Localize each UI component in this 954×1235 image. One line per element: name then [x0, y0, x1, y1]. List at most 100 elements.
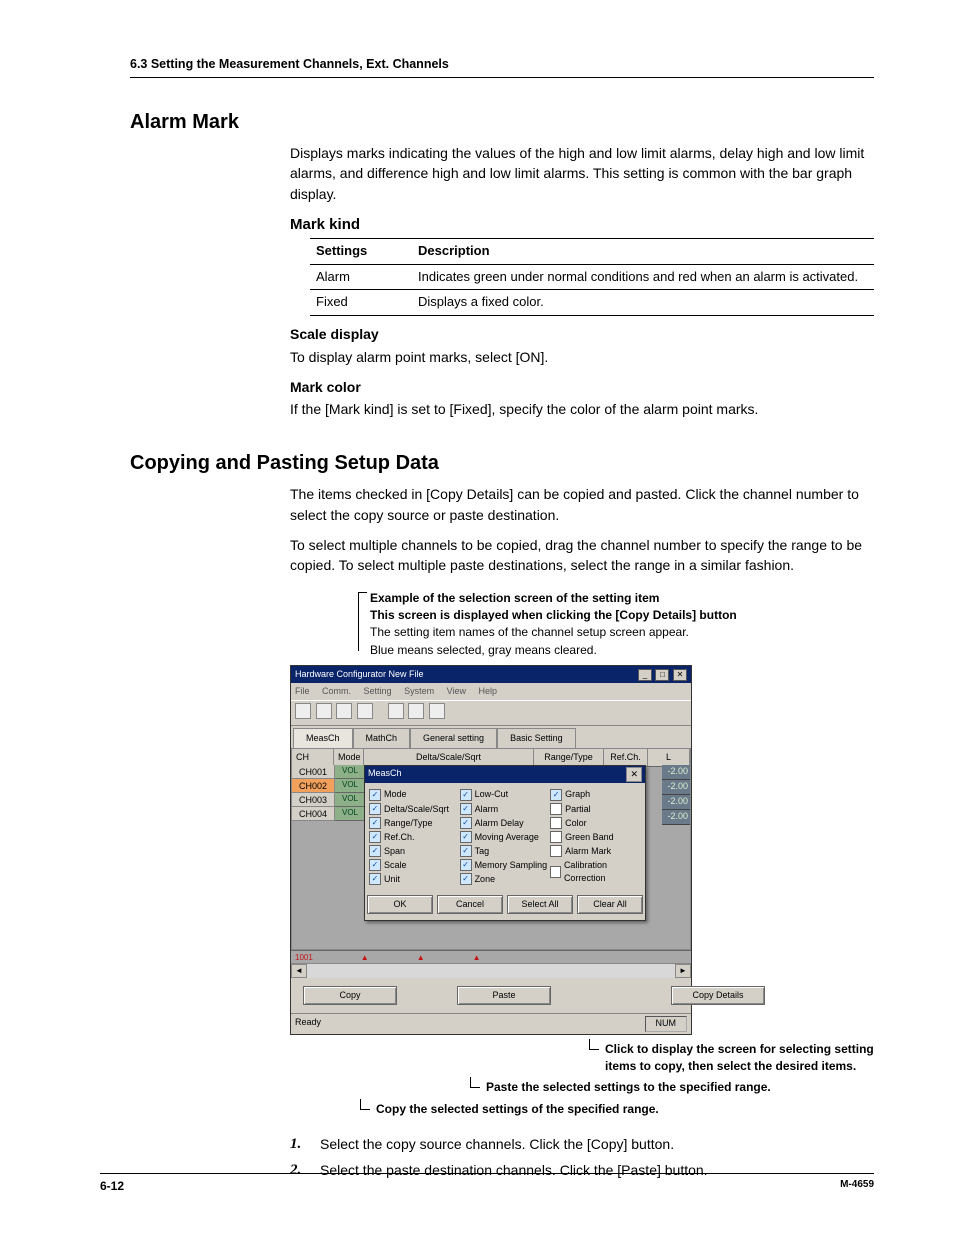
checkbox-item[interactable]: Alarm — [460, 803, 551, 816]
copy-details-button[interactable]: Copy Details — [671, 986, 765, 1005]
checkbox-icon[interactable] — [460, 859, 472, 871]
checkbox-label: Moving Average — [475, 831, 539, 844]
checkbox-icon[interactable] — [460, 845, 472, 857]
checkbox-item[interactable]: Green Band — [550, 831, 641, 844]
menu-view[interactable]: View — [447, 686, 466, 696]
menu-file[interactable]: File — [295, 686, 310, 696]
copy-details-popup: MeasCh ✕ ModeDelta/Scale/SqrtRange/TypeR… — [364, 765, 646, 920]
tab-general[interactable]: General setting — [410, 728, 497, 748]
checkbox-item[interactable]: Delta/Scale/Sqrt — [369, 803, 460, 816]
checkbox-icon[interactable] — [369, 831, 381, 843]
checkbox-item[interactable]: Moving Average — [460, 831, 551, 844]
checkbox-item[interactable]: Color — [550, 817, 641, 830]
statusbar: Ready NUM — [291, 1013, 691, 1033]
toolbar-help-icon[interactable] — [429, 703, 445, 719]
popup-close-icon[interactable]: ✕ — [626, 767, 642, 782]
checkbox-icon[interactable] — [369, 803, 381, 815]
checkbox-icon[interactable] — [550, 817, 562, 829]
checkbox-item[interactable]: Tag — [460, 845, 551, 858]
copy-paste-p2: To select multiple channels to be copied… — [290, 535, 874, 576]
col-range: Range/Type — [534, 749, 604, 766]
tab-row: MeasCh MathCh General setting Basic Sett… — [291, 726, 691, 748]
toolbar-open-icon[interactable] — [316, 703, 332, 719]
h-scrollbar[interactable]: ◄ ► — [291, 963, 691, 978]
minimize-icon[interactable]: _ — [638, 669, 652, 681]
toolbar-new-icon[interactable] — [295, 703, 311, 719]
channel-grid: CH Mode Delta/Scale/Sqrt Range/Type Ref.… — [291, 748, 691, 950]
checkbox-label: Scale — [384, 859, 407, 872]
checkbox-icon[interactable] — [460, 873, 472, 885]
heading-mark-color: Mark color — [290, 377, 874, 397]
toolbar-recv-icon[interactable] — [388, 703, 404, 719]
checkbox-item[interactable]: Low-Cut — [460, 788, 551, 801]
tab-mathch[interactable]: MathCh — [353, 728, 411, 748]
checkbox-icon[interactable] — [550, 789, 562, 801]
checkbox-item[interactable]: Alarm Mark — [550, 845, 641, 858]
checkbox-item[interactable]: Zone — [460, 873, 551, 886]
toolbar-send-icon[interactable] — [408, 703, 424, 719]
select-all-button[interactable]: Select All — [507, 895, 573, 914]
grid-row[interactable]: CH004 VOL — [292, 807, 366, 821]
checkbox-icon[interactable] — [550, 866, 561, 878]
scroll-left-icon[interactable]: ◄ — [291, 964, 307, 978]
copy-button[interactable]: Copy — [303, 986, 397, 1005]
status-num: NUM — [645, 1016, 688, 1031]
cancel-button[interactable]: Cancel — [437, 895, 503, 914]
scale-marker-icon: ▲ — [361, 952, 369, 964]
paste-button[interactable]: Paste — [457, 986, 551, 1005]
checkbox-item[interactable]: Partial — [550, 803, 641, 816]
ok-button[interactable]: OK — [367, 895, 433, 914]
checkbox-item[interactable]: Unit — [369, 873, 460, 886]
checkbox-item[interactable]: Mode — [369, 788, 460, 801]
menu-setting[interactable]: Setting — [364, 686, 392, 696]
checkbox-icon[interactable] — [460, 831, 472, 843]
checkbox-item[interactable]: Alarm Delay — [460, 817, 551, 830]
tab-basic[interactable]: Basic Setting — [497, 728, 576, 748]
checkbox-item[interactable]: Range/Type — [369, 817, 460, 830]
menu-help[interactable]: Help — [479, 686, 498, 696]
scale-marker-icon: ▲ — [473, 952, 481, 964]
close-icon[interactable]: ✕ — [673, 669, 687, 681]
checkbox-icon[interactable] — [550, 803, 562, 815]
checkbox-label: Span — [384, 845, 405, 858]
toolbar-save-icon[interactable] — [336, 703, 352, 719]
checkbox-icon[interactable] — [369, 817, 381, 829]
scroll-right-icon[interactable]: ► — [675, 964, 691, 978]
clear-all-button[interactable]: Clear All — [577, 895, 643, 914]
copy-paste-p1: The items checked in [Copy Details] can … — [290, 484, 874, 525]
menu-system[interactable]: System — [404, 686, 434, 696]
checkbox-label: Unit — [384, 873, 400, 886]
grid-row-selected[interactable]: CH002 VOL — [292, 779, 366, 793]
checkbox-item[interactable]: Scale — [369, 859, 460, 872]
grid-row[interactable]: CH003 VOL — [292, 793, 366, 807]
toolbar-print-icon[interactable] — [357, 703, 373, 719]
checkbox-icon[interactable] — [369, 859, 381, 871]
mark-color-text: If the [Mark kind] is set to [Fixed], sp… — [290, 399, 874, 419]
col-description: Description — [412, 238, 874, 264]
tab-measch[interactable]: MeasCh — [293, 728, 353, 748]
checkbox-item[interactable]: Calibration Correction — [550, 859, 641, 885]
checkbox-icon[interactable] — [460, 803, 472, 815]
checkbox-icon[interactable] — [460, 817, 472, 829]
maximize-icon[interactable]: □ — [655, 669, 669, 681]
checkbox-item[interactable]: Span — [369, 845, 460, 858]
doc-id: M-4659 — [840, 1178, 874, 1195]
checkbox-icon[interactable] — [369, 873, 381, 885]
checkbox-label: Memory Sampling — [475, 859, 548, 872]
grid-row[interactable]: CH001 VOL — [292, 765, 366, 779]
checkbox-icon[interactable] — [550, 831, 562, 843]
checkbox-label: Tag — [475, 845, 490, 858]
checkbox-label: Range/Type — [384, 817, 433, 830]
checkbox-item[interactable]: Memory Sampling — [460, 859, 551, 872]
menu-comm[interactable]: Comm. — [322, 686, 351, 696]
checkbox-item[interactable]: Ref.Ch. — [369, 831, 460, 844]
heading-copy-paste: Copying and Pasting Setup Data — [130, 449, 874, 478]
checkbox-icon[interactable] — [460, 789, 472, 801]
checkbox-icon[interactable] — [369, 845, 381, 857]
callout-copy: Copy the selected settings of the specif… — [356, 1101, 874, 1118]
checkbox-icon[interactable] — [550, 845, 562, 857]
checkbox-icon[interactable] — [369, 789, 381, 801]
menubar: File Comm. Setting System View Help — [291, 683, 691, 700]
col-delta: Delta/Scale/Sqrt — [364, 749, 534, 766]
checkbox-item[interactable]: Graph — [550, 788, 641, 801]
